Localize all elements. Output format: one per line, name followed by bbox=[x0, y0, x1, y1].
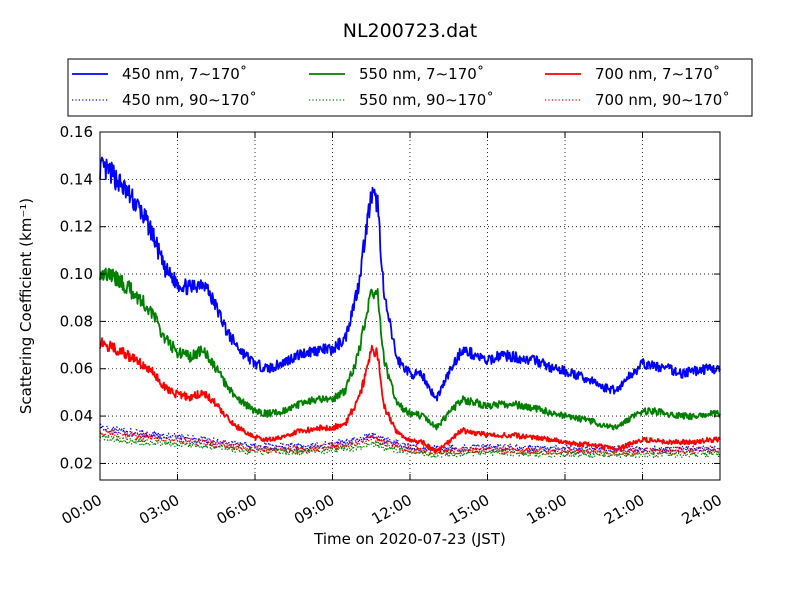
y-tick-label: 0.16 bbox=[60, 123, 93, 141]
x-axis-label: Time on 2020-07-23 (JST) bbox=[313, 530, 506, 548]
legend-box bbox=[67, 58, 753, 117]
y-tick-label: 0.08 bbox=[60, 312, 93, 330]
x-tick-label: 06:00 bbox=[214, 491, 260, 528]
series-line bbox=[99, 156, 721, 402]
x-tick-label: 12:00 bbox=[369, 491, 415, 528]
x-tick-label: 18:00 bbox=[524, 491, 570, 528]
legend-label: 450 nm, 7∼170˚ bbox=[122, 65, 247, 83]
y-tick-label: 0.06 bbox=[60, 360, 93, 378]
legend-label: 450 nm, 90∼170˚ bbox=[122, 91, 257, 109]
legend-label: 550 nm, 7∼170˚ bbox=[359, 65, 484, 83]
legend-label: 700 nm, 7∼170˚ bbox=[595, 65, 720, 83]
x-tick-label: 15:00 bbox=[446, 491, 492, 528]
y-tick-label: 0.10 bbox=[60, 265, 93, 283]
legend-label: 700 nm, 90∼170˚ bbox=[595, 91, 730, 109]
x-tick-label: 24:00 bbox=[679, 491, 725, 528]
legend: 450 nm, 7∼170˚ 550 nm, 7∼170˚ 700 nm, 7∼17… bbox=[67, 58, 753, 117]
y-tick-label: 0.04 bbox=[60, 407, 93, 425]
series-line bbox=[99, 428, 721, 456]
plot-lines bbox=[99, 156, 721, 459]
chart-title: NL200723.dat bbox=[343, 20, 478, 42]
series-line bbox=[99, 267, 721, 431]
x-tick-label: 09:00 bbox=[291, 491, 337, 528]
y-tick-label: 0.14 bbox=[60, 170, 93, 188]
legend-label: 550 nm, 90∼170˚ bbox=[359, 91, 494, 109]
y-tick-label: 0.12 bbox=[60, 218, 93, 236]
y-tick-labels: 0.02 0.04 0.06 0.08 0.10 0.12 0.14 0.16 bbox=[60, 123, 93, 472]
x-tick-label: 21:00 bbox=[601, 491, 647, 528]
series-line bbox=[99, 337, 721, 454]
x-tick-labels: 00:00 03:00 06:00 09:00 12:00 15:00 18:00 21:00… bbox=[59, 491, 725, 528]
axis-ticks bbox=[99, 131, 721, 480]
y-axis-label: Scattering Coefficient (km⁻¹) bbox=[17, 198, 35, 414]
x-tick-label: 03:00 bbox=[136, 491, 182, 528]
series-line bbox=[99, 433, 721, 459]
y-tick-label: 0.02 bbox=[60, 454, 93, 472]
x-tick-label: 00:00 bbox=[59, 491, 105, 528]
gridlines bbox=[100, 132, 720, 480]
